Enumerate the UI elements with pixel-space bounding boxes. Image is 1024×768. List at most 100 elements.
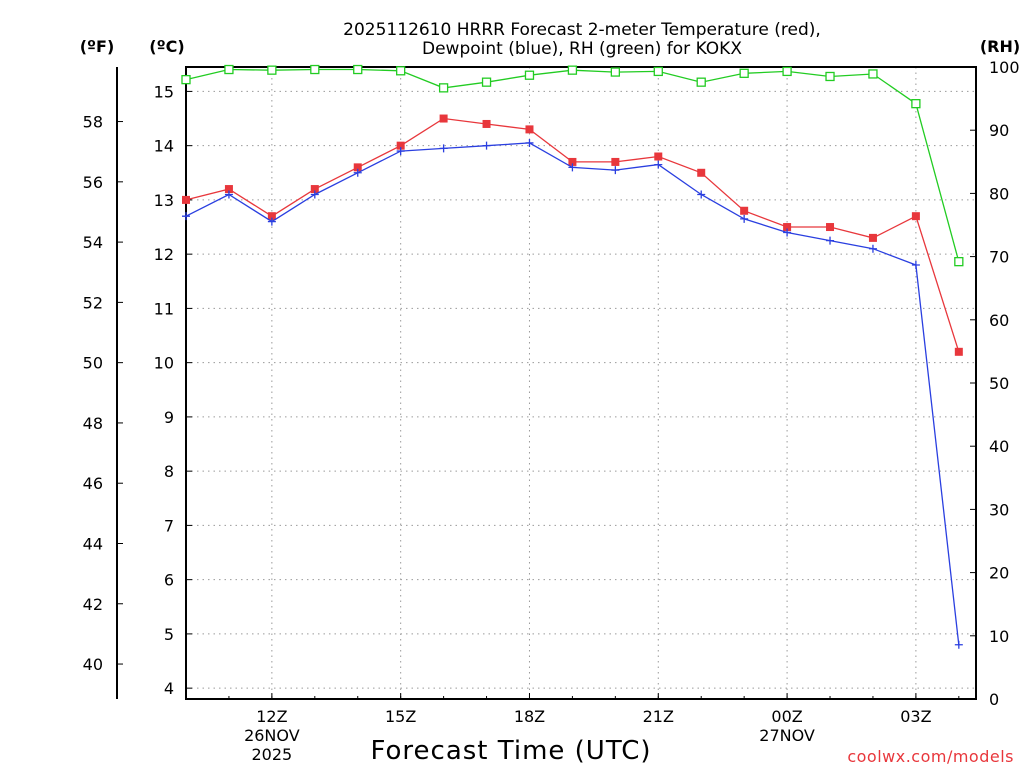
rh-tick-label: 20 bbox=[989, 564, 1009, 583]
grid-lines bbox=[186, 67, 976, 699]
temperature-point bbox=[568, 157, 577, 166]
dewpoint-point bbox=[826, 236, 835, 245]
temperature-point bbox=[525, 125, 534, 134]
credit-text: coolwx.com/models bbox=[847, 747, 1014, 766]
rh-point bbox=[567, 65, 578, 75]
fahrenheit-tick-label: 58 bbox=[83, 113, 103, 132]
temperature-point bbox=[439, 114, 448, 123]
dewpoint-point bbox=[697, 190, 706, 199]
celsius-tick-label: 14 bbox=[154, 137, 174, 156]
dewpoint-point bbox=[911, 261, 920, 270]
temperature-point bbox=[310, 185, 319, 194]
dewpoint-point bbox=[224, 190, 233, 199]
rh-point bbox=[353, 64, 363, 75]
rh-point bbox=[181, 74, 191, 85]
celsius-tick-label: 8 bbox=[164, 462, 174, 481]
rh-point bbox=[267, 65, 277, 75]
x-tick-label: 12Z bbox=[256, 707, 287, 726]
dewpoint-point bbox=[525, 138, 534, 147]
rh-point bbox=[610, 67, 620, 77]
x-tick-date-label: 26NOV bbox=[244, 726, 300, 745]
dewpoint-point bbox=[353, 168, 362, 177]
rh-point bbox=[739, 68, 749, 78]
rh-tick-label: 50 bbox=[989, 374, 1009, 393]
x-tick-label: 00Z bbox=[771, 707, 802, 726]
rh-point bbox=[524, 70, 535, 80]
fahrenheit-tick-label: 46 bbox=[83, 474, 103, 493]
temperature-line bbox=[185, 117, 960, 352]
rh-point bbox=[396, 66, 406, 76]
temperature-point bbox=[396, 141, 405, 150]
dewpoint-point bbox=[182, 212, 190, 221]
rh-tick-label: 70 bbox=[989, 248, 1009, 267]
temperature-point bbox=[267, 212, 276, 221]
fahrenheit-tick-label: 52 bbox=[83, 293, 103, 312]
dewpoint-point bbox=[868, 244, 877, 253]
fahrenheit-tick-label: 56 bbox=[83, 173, 103, 192]
rh-tick-label: 10 bbox=[989, 627, 1009, 646]
temperature-point bbox=[868, 233, 877, 242]
celsius-tick-label: 12 bbox=[154, 245, 174, 264]
temperature-point bbox=[353, 163, 362, 172]
rh-unit-label: (RH) bbox=[980, 37, 1020, 56]
dewpoint-line bbox=[185, 142, 960, 645]
fahrenheit-tick-label: 40 bbox=[83, 655, 103, 674]
rh-point bbox=[911, 99, 921, 109]
celsius-tick-label: 15 bbox=[154, 82, 174, 101]
temperature-point bbox=[611, 157, 620, 166]
celsius-tick-label: 13 bbox=[154, 191, 174, 210]
x-tick-label: 21Z bbox=[643, 707, 674, 726]
celsius-tick-label: 9 bbox=[164, 408, 174, 427]
temperature-point bbox=[740, 206, 749, 215]
rh-point bbox=[782, 66, 792, 77]
dewpoint-point bbox=[954, 640, 963, 649]
rh-tick-label: 0 bbox=[989, 690, 999, 709]
rh-point bbox=[310, 64, 320, 75]
temperature-point bbox=[224, 185, 233, 194]
rh-point bbox=[825, 71, 835, 82]
series-layer bbox=[181, 64, 964, 649]
fahrenheit-tick-label: 54 bbox=[83, 233, 103, 252]
x-tick-date-label: 2025 bbox=[252, 745, 293, 764]
rh-tick-label: 100 bbox=[989, 58, 1020, 77]
celsius-tick-label: 4 bbox=[164, 679, 174, 698]
rh-point bbox=[696, 77, 706, 87]
celsius-tick-label: 10 bbox=[154, 354, 174, 373]
y-axis-ticks: 4567891011121314154042444648505254565801… bbox=[83, 58, 1020, 709]
fahrenheit-tick-label: 48 bbox=[83, 414, 103, 433]
chart-title-line-2: Dewpoint (blue), RH (green) for KOKX bbox=[422, 39, 742, 59]
celsius-tick-label: 11 bbox=[154, 299, 174, 318]
dewpoint-point bbox=[568, 163, 577, 172]
celsius-tick-label: 6 bbox=[164, 571, 174, 590]
chart-title-line-1: 2025112610 HRRR Forecast 2-meter Tempera… bbox=[343, 20, 821, 40]
temperature-point bbox=[697, 168, 706, 177]
rh-point bbox=[438, 83, 449, 93]
dewpoint-point bbox=[439, 144, 448, 153]
rh-point bbox=[224, 64, 234, 75]
rh-tick-label: 90 bbox=[989, 121, 1009, 140]
x-tick-label: 18Z bbox=[514, 707, 545, 726]
rh-tick-label: 80 bbox=[989, 184, 1009, 203]
fahrenheit-tick-label: 42 bbox=[83, 595, 103, 614]
rh-tick-label: 40 bbox=[989, 437, 1009, 456]
temperature-point bbox=[954, 347, 963, 356]
fahrenheit-tick-label: 44 bbox=[83, 534, 103, 553]
dewpoint-point bbox=[396, 147, 405, 156]
x-tick-label: 03Z bbox=[900, 707, 931, 726]
dewpoint-point bbox=[611, 166, 620, 175]
temperature-point bbox=[826, 223, 835, 232]
fahrenheit-unit-label: (ºF) bbox=[80, 37, 115, 56]
rh-point bbox=[954, 257, 964, 267]
celsius-unit-label: (ºC) bbox=[149, 37, 184, 56]
dewpoint-point bbox=[267, 217, 276, 226]
x-axis-title: Forecast Time (UTC) bbox=[370, 736, 651, 766]
dewpoint-point bbox=[310, 190, 319, 199]
rh-point bbox=[481, 77, 492, 87]
dewpoint-point bbox=[482, 141, 491, 150]
rh-point bbox=[868, 69, 878, 79]
rh-tick-label: 30 bbox=[989, 500, 1009, 519]
celsius-tick-label: 7 bbox=[164, 516, 174, 535]
rh-point bbox=[653, 66, 663, 77]
